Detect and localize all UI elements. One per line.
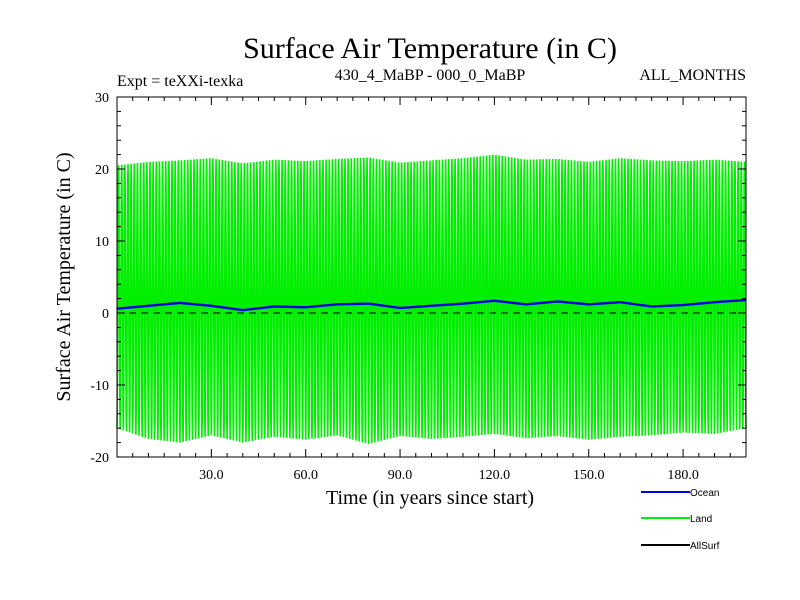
months-label: ALL_MONTHS xyxy=(639,67,746,84)
legend-label-allsurf: AllSurf xyxy=(690,541,720,552)
legend: Ocean Land AllSurf xyxy=(641,488,720,552)
plot-content xyxy=(116,154,747,445)
series-line-land xyxy=(116,154,747,445)
y-tick-label: 10 xyxy=(95,235,109,250)
x-tick-label: 90.0 xyxy=(388,468,413,483)
y-tick-label: 0 xyxy=(102,307,109,322)
time-range-label: 430_4_MaBP - 000_0_MaBP xyxy=(335,67,526,84)
axes: 30.0 60.0 90.0 120.0 150.0 180.0 -20 -10 0 10 20 30 xyxy=(90,91,747,483)
series-line-ocean xyxy=(116,298,747,312)
y-tick-label: 30 xyxy=(95,91,109,106)
y-tick-label: -10 xyxy=(90,379,109,394)
experiment-label: Expt = teXXi-texka xyxy=(117,73,243,90)
x-axis-label: Time (in years since start) xyxy=(326,487,534,509)
y-tick-label: 20 xyxy=(95,163,109,178)
x-tick-label: 120.0 xyxy=(479,468,511,483)
x-tick-label: 150.0 xyxy=(573,468,605,483)
x-tick-label: 180.0 xyxy=(667,468,699,483)
legend-label-ocean: Ocean xyxy=(690,488,719,499)
chart-title: Surface Air Temperature (in C) xyxy=(243,32,617,65)
x-tick-label: 60.0 xyxy=(293,468,318,483)
x-tick-label: 30.0 xyxy=(199,468,224,483)
y-tick-label: -20 xyxy=(90,451,109,466)
y-axis-label: Surface Air Temperature (in C) xyxy=(53,152,75,401)
legend-label-land: Land xyxy=(690,514,712,525)
